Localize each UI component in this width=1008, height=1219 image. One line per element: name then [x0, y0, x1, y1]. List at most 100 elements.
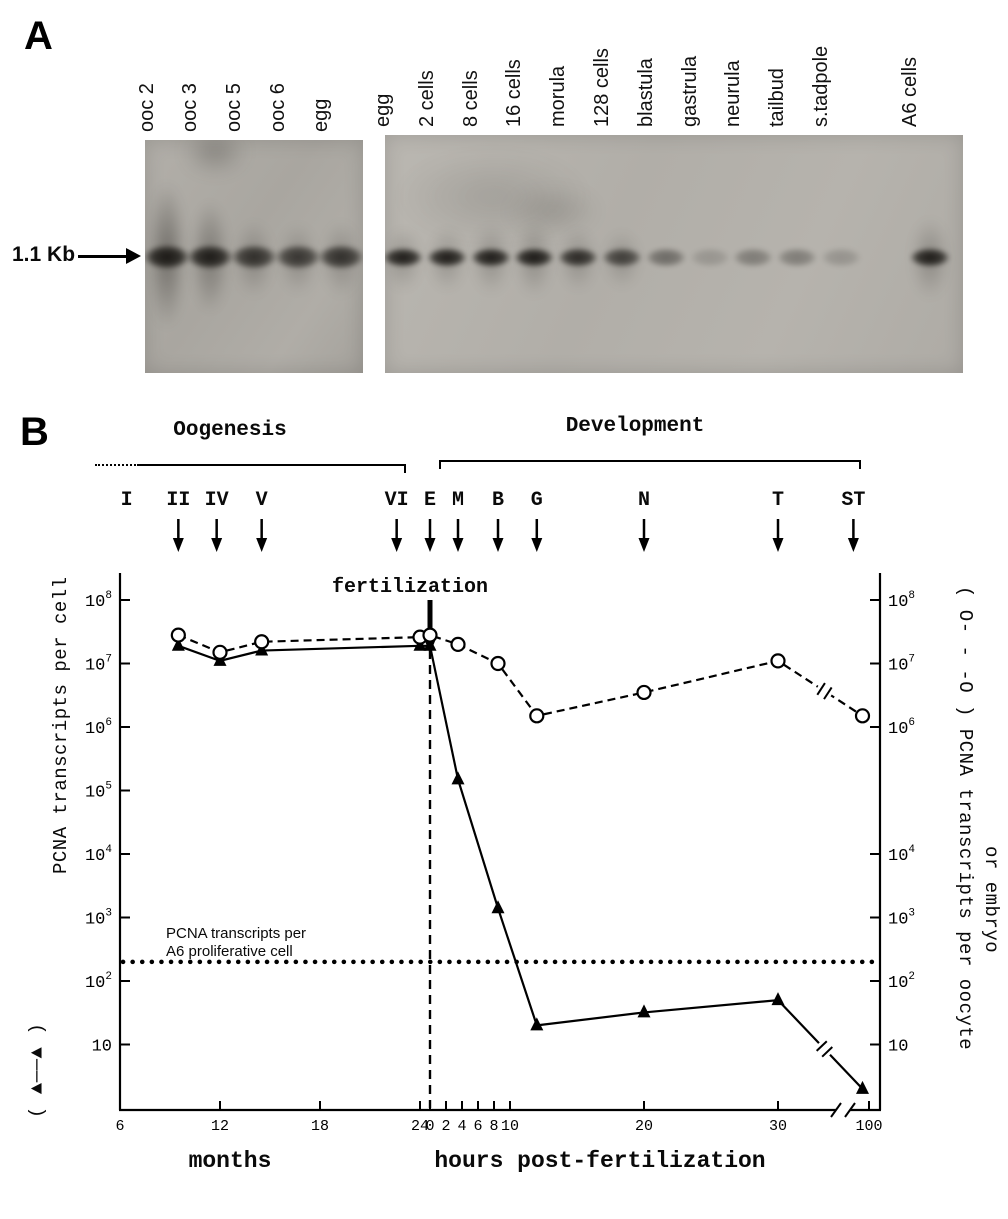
gel-band	[777, 247, 818, 267]
gel-band	[645, 247, 686, 267]
x-axis-label-months: months	[188, 1148, 272, 1174]
gel-band	[187, 245, 234, 269]
gel-artifact	[503, 185, 603, 237]
stage-label-n: N	[637, 489, 651, 512]
x-tick-label: 4	[457, 1118, 466, 1135]
stage-label-vi: VI	[384, 489, 409, 512]
stage-label-g: G	[530, 489, 543, 512]
stage-arrowhead	[492, 538, 504, 552]
data-point-triangle	[637, 1004, 651, 1018]
y-tick-label: 102	[888, 971, 915, 993]
gel-smear	[192, 201, 229, 313]
stage-arrowhead	[391, 538, 403, 552]
lane-label: ooc 6	[266, 83, 289, 132]
data-point-circle	[529, 708, 545, 724]
x-tick-label: 10	[501, 1118, 519, 1135]
series-line-filled-triangle	[177, 644, 864, 1090]
x-axis-break-mark	[830, 1102, 842, 1118]
size-marker-label: 1.1 Kb	[12, 243, 76, 266]
gel-smear	[385, 228, 421, 291]
stage-arrowhead	[172, 538, 184, 552]
stage-arrowhead	[531, 538, 543, 552]
data-point-triangle	[171, 637, 185, 651]
gel-band	[689, 247, 730, 267]
x-tick-label: 18	[311, 1118, 329, 1135]
stage-label-i: I	[120, 489, 133, 512]
development-bracket	[439, 460, 861, 472]
panel-b-label: B	[20, 410, 49, 454]
data-point-triangle	[771, 992, 785, 1006]
series-break-gap	[815, 683, 834, 699]
stage-label-st: ST	[841, 489, 866, 512]
left-axis-title: PCNA transcripts per cell	[50, 576, 72, 874]
gel-smear	[236, 222, 272, 296]
x-axis-break-mark	[844, 1102, 856, 1118]
stage-label-v: V	[255, 489, 268, 512]
series-break-mark	[815, 1040, 828, 1052]
lane-label: blastula	[634, 58, 657, 127]
right-axis-title-line2: or embryo	[980, 846, 1002, 954]
data-point-circle	[422, 627, 438, 643]
data-point-triangle	[530, 1017, 544, 1031]
lane-label: gastrula	[678, 55, 701, 127]
gel-band	[558, 247, 599, 267]
stage-label-iv: IV	[204, 489, 229, 512]
reference-line-label-line1: PCNA transcripts per	[166, 925, 307, 942]
x-tick-label: 6	[473, 1118, 482, 1135]
y-tick-label: 104	[888, 844, 915, 866]
lane-label: ooc 2	[135, 83, 158, 132]
fertilization-label: fertilization	[331, 576, 489, 599]
y-tick-label: 10	[888, 1038, 908, 1057]
stage-arrowhead	[452, 538, 464, 552]
data-point-triangle	[213, 652, 227, 666]
stage-label-t: T	[771, 489, 785, 512]
gel-smear	[604, 231, 640, 288]
y-tick-label: 108	[888, 590, 915, 612]
y-tick-label: 106	[85, 717, 112, 739]
lane-label: 16 cells	[503, 59, 526, 127]
oogenesis-bracket	[139, 464, 406, 476]
gel-band	[514, 247, 555, 267]
y-tick-label: 106	[888, 717, 915, 739]
lane-label: A6 cells	[899, 56, 921, 127]
x-tick-label: 12	[211, 1118, 229, 1135]
stage-label-ii: II	[166, 489, 191, 512]
y-tick-label: 107	[888, 654, 915, 676]
lane-label: tailbud	[766, 68, 789, 127]
stage-label-b: B	[491, 489, 505, 512]
x-tick-label: 0	[425, 1118, 434, 1135]
data-point-circle	[212, 644, 228, 660]
x-tick-label: 24	[411, 1118, 429, 1135]
x-tick-label: 20	[635, 1118, 653, 1135]
y-tick-label: 103	[888, 908, 915, 930]
lane-label: neurula	[722, 60, 745, 127]
gel-band	[910, 247, 950, 267]
gel-blot-oocytes	[145, 140, 363, 373]
data-point-triangle	[856, 1080, 869, 1094]
data-point-triangle	[413, 637, 427, 651]
stage-arrowhead	[211, 538, 223, 552]
gel-band	[470, 247, 511, 267]
gel-smear	[912, 219, 948, 298]
gel-smear	[323, 222, 360, 296]
stage-label-e: E	[423, 489, 437, 512]
x-axis-label-hours: hours post-fertilization	[434, 1148, 766, 1174]
gel-band	[145, 245, 190, 269]
stage-arrowhead	[847, 538, 859, 552]
data-point-circle	[450, 636, 466, 652]
lane-label: ooc 3	[179, 83, 202, 132]
oogenesis-bracket-dotted	[95, 464, 139, 476]
gel-smear	[560, 228, 597, 291]
x-tick-label: 2	[441, 1118, 450, 1135]
lane-label: egg	[372, 93, 394, 127]
data-point-circle	[854, 708, 871, 724]
series-break-mark	[816, 682, 826, 696]
gel-artifact	[183, 140, 247, 174]
gel-band	[602, 247, 642, 267]
gel-band	[426, 247, 467, 267]
stage-arrowhead	[772, 538, 784, 552]
series-break-gap	[816, 1040, 833, 1058]
gel-band	[231, 245, 277, 269]
data-point-triangle	[255, 642, 269, 656]
